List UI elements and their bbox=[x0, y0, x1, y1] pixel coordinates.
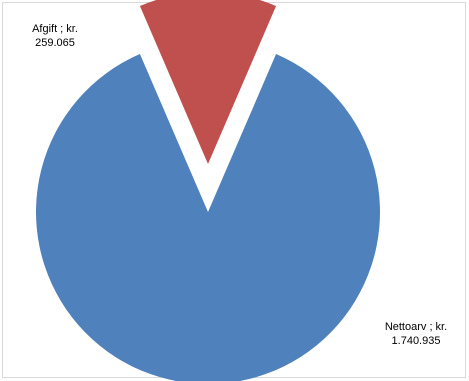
pie-slice-nettoarv bbox=[36, 54, 380, 381]
data-label-nettoarv-line-2: 1.740.935 bbox=[391, 335, 441, 347]
data-label-afgift-line-1: Afgift ; kr. bbox=[32, 23, 78, 35]
data-label-nettoarv-line-1: Nettoarv ; kr. bbox=[384, 321, 448, 333]
data-label-afgift: Afgift ; kr. 259.065 bbox=[14, 22, 96, 50]
data-label-afgift-line-2: 259.065 bbox=[35, 37, 75, 49]
pie-slice-afgift bbox=[139, 0, 277, 164]
data-label-nettoarv: Nettoarv ; kr. 1.740.935 bbox=[368, 320, 464, 348]
